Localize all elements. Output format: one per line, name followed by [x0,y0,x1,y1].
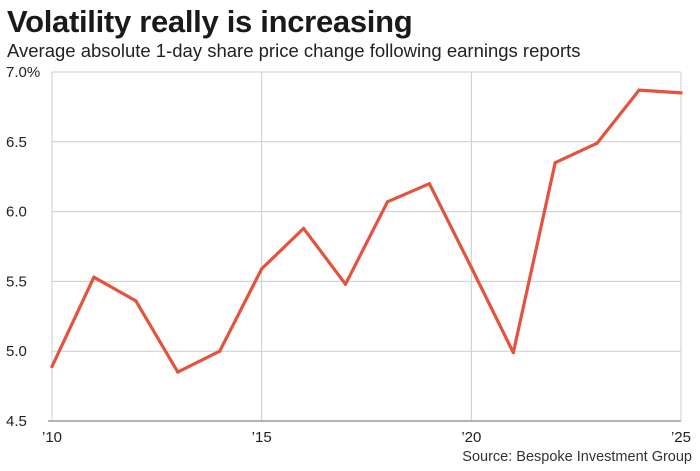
data-point [595,141,599,145]
data-point [469,265,473,270]
data-point [176,370,180,374]
chart-title: Volatility really is increasing [7,4,413,39]
x-tick-labels: ’10 ’15 ’20 ’25 [42,429,691,446]
series-layer [50,88,683,374]
chart-subtitle: Average absolute 1-day share price chang… [7,40,581,61]
data-point [553,161,557,165]
x-tick-label: ’25 [671,429,691,446]
data-point [50,364,54,369]
data-point [302,226,306,230]
y-tick-label: 6.5 [6,134,27,151]
data-point [260,267,264,271]
series-line [50,88,683,374]
data-point [679,91,683,95]
source-note: Source: Bespoke Investment Group [462,449,692,465]
y-tick-label: 4.5 [6,413,27,430]
y-tick-labels: 7.0% 6.5 6.0 5.5 5.0 4.5 [6,64,40,430]
x-tick-label: ’20 [461,429,481,446]
data-point [385,200,390,204]
data-point [511,350,515,355]
data-point [343,282,348,286]
x-tick-label: ’15 [252,429,272,446]
y-tick-label: 5.0 [6,343,27,360]
data-point [134,299,138,303]
data-point [92,275,96,279]
x-tick-label: ’10 [42,429,62,446]
y-tick-label: 7.0% [6,64,40,81]
data-point [218,349,222,353]
data-point [427,182,431,186]
y-tick-label: 6.0 [6,204,27,221]
data-point [637,88,641,92]
axes [48,72,682,422]
y-tick-label: 5.5 [6,273,27,290]
